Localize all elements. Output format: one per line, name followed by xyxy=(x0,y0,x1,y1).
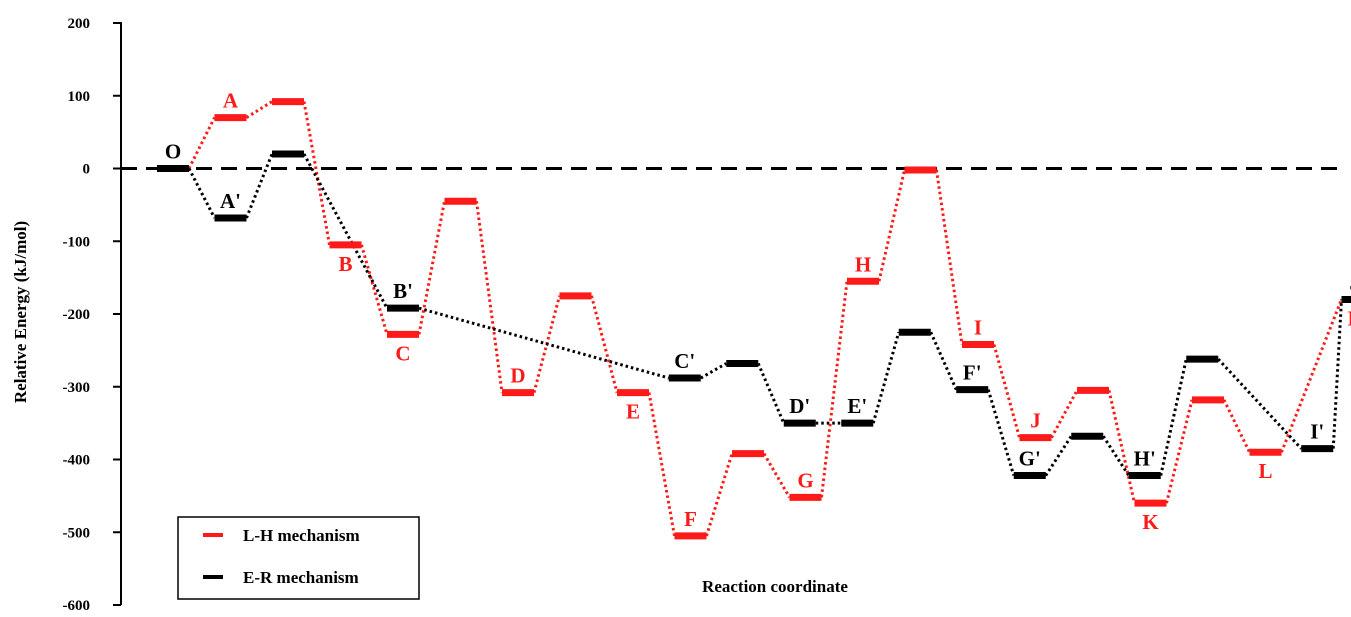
connector-er xyxy=(245,153,274,219)
connector-lh xyxy=(935,169,964,345)
state-label: B' xyxy=(393,279,413,303)
state-label: I xyxy=(974,316,982,340)
state-label: H' xyxy=(1134,447,1156,471)
state-label: F xyxy=(684,507,697,531)
connector-er xyxy=(1159,358,1188,476)
state-label: D' xyxy=(789,394,810,418)
state-label: E xyxy=(626,400,640,424)
state-label: E' xyxy=(847,394,867,418)
state-label: H xyxy=(855,252,871,276)
connector-lh xyxy=(1050,389,1079,439)
state-label: I' xyxy=(1310,420,1324,444)
connector-lh xyxy=(187,116,216,170)
state-label: J xyxy=(1030,409,1041,433)
state-label: M xyxy=(1348,306,1351,330)
connector-lh xyxy=(877,169,906,282)
y-tick-label: -500 xyxy=(63,525,91,541)
legend-box xyxy=(177,516,420,600)
connector-er xyxy=(418,306,670,380)
legend-label-er: E-R mechanism xyxy=(243,568,359,587)
state-label: K xyxy=(1142,510,1159,534)
connector-lh xyxy=(302,101,331,246)
y-axis-title: Relative Energy (kJ/mol) xyxy=(11,221,30,403)
y-tick-label: 100 xyxy=(68,89,91,105)
y-tick-label: -300 xyxy=(63,380,91,396)
connector-er xyxy=(986,389,1016,476)
connector-lh xyxy=(647,392,676,537)
connector-er xyxy=(187,167,216,219)
connector-lh xyxy=(417,200,446,335)
y-tick-label: 0 xyxy=(83,162,91,178)
state-label: D xyxy=(510,364,525,388)
connector-er xyxy=(871,331,901,424)
legend-label-lh: L-H mechanism xyxy=(243,526,360,545)
connector-er xyxy=(929,331,958,391)
connector-er xyxy=(1217,358,1303,450)
state-label: C' xyxy=(674,349,695,373)
state-label: G xyxy=(797,468,813,492)
connector-lh xyxy=(1222,399,1251,453)
state-label: O xyxy=(165,140,181,164)
y-tick-label: 200 xyxy=(68,16,91,32)
connector-lh xyxy=(590,295,619,393)
connector-er xyxy=(756,362,786,424)
connector-lh xyxy=(245,100,273,119)
axes: 200 100 0 -100 -200 -300 -400 -500 -600 xyxy=(63,16,122,614)
connector-lh xyxy=(705,453,734,537)
energy-levels xyxy=(157,98,1351,540)
connector-lh xyxy=(762,452,791,499)
y-ticks: 200 100 0 -100 -200 -300 -400 -500 -600 xyxy=(63,16,121,614)
state-label: A xyxy=(223,89,239,113)
series-connectors xyxy=(187,100,1343,537)
connector-lh xyxy=(1107,390,1136,504)
connector-er xyxy=(1101,435,1131,477)
state-label: A' xyxy=(220,189,241,213)
connector-er xyxy=(1331,299,1343,449)
state-label: B xyxy=(338,252,352,276)
y-tick-label: -200 xyxy=(63,307,91,323)
state-label: L xyxy=(1258,459,1272,483)
connector-lh xyxy=(1165,399,1194,504)
state-label: G' xyxy=(1019,447,1041,471)
y-tick-label: -600 xyxy=(63,598,91,614)
state-label: F' xyxy=(963,361,982,385)
connector-er xyxy=(700,362,727,380)
connector-lh xyxy=(360,244,389,335)
y-tick-label: -400 xyxy=(63,453,91,469)
connector-lh xyxy=(475,201,504,393)
legend: L-H mechanism E-R mechanism xyxy=(177,516,420,600)
state-label: J' xyxy=(1349,270,1351,294)
y-tick-label: -100 xyxy=(63,234,91,250)
connector-er xyxy=(1044,435,1073,477)
state-label: C xyxy=(395,341,410,365)
x-axis-title: Reaction coordinate xyxy=(702,577,848,596)
state-labels: O A A' B B' C D E C' F G D' E' H I F' J G' H' K L I' J' M xyxy=(165,89,1351,535)
connector-er xyxy=(302,153,389,309)
connector-lh xyxy=(820,281,849,498)
